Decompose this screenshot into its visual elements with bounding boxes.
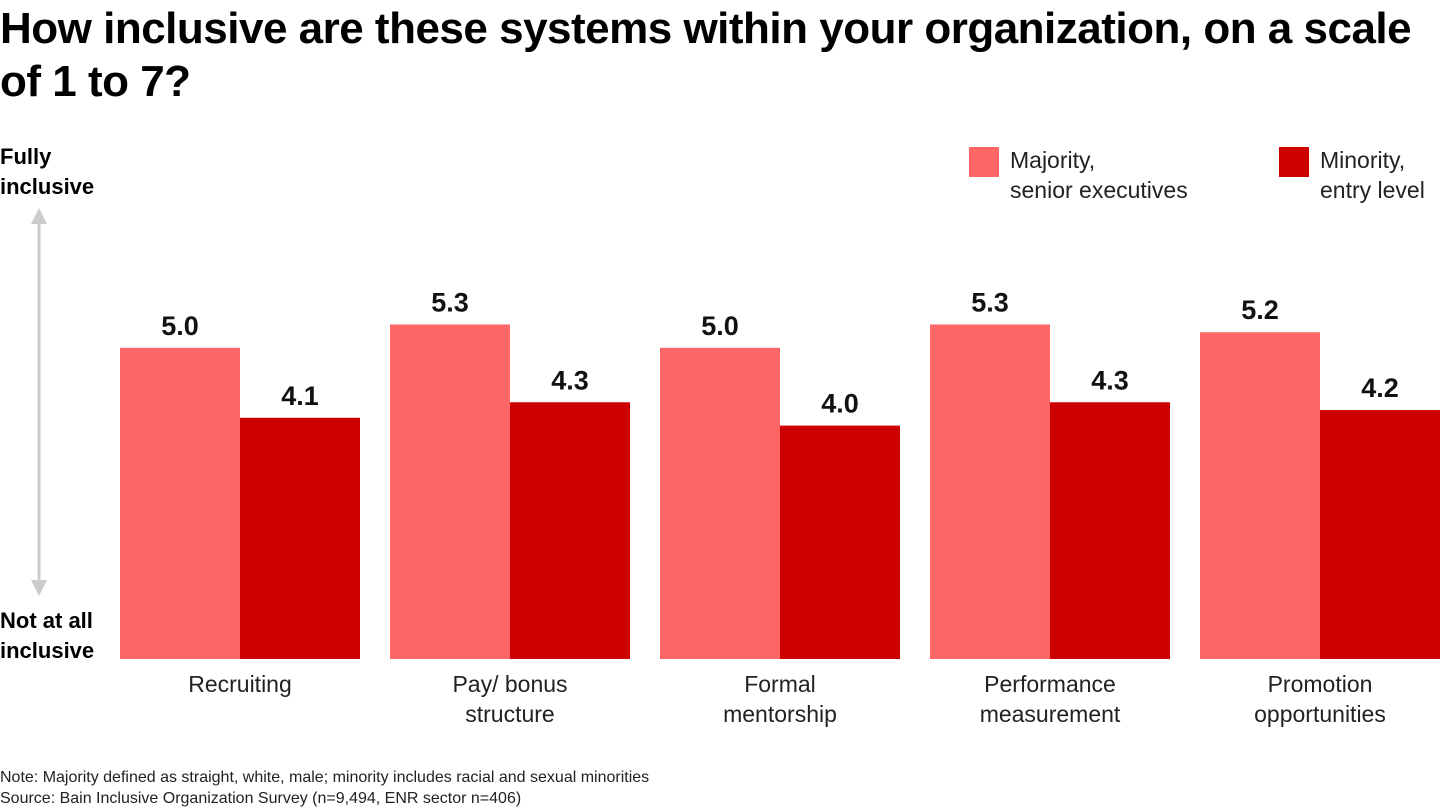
bar-majority-4 [930, 324, 1050, 659]
bar-minority-1 [240, 417, 360, 659]
bar-majority-3 [660, 347, 780, 659]
data-label-majority-1: 5.0 [161, 311, 199, 341]
bar-majority-5 [1200, 332, 1320, 659]
data-label-minority-4: 4.3 [1091, 365, 1129, 395]
data-label-majority-5: 5.2 [1241, 295, 1279, 325]
footnote-source: Source: Bain Inclusive Organization Surv… [0, 790, 522, 807]
legend-swatch-majority [969, 147, 999, 177]
legend-item-majority: Majority, senior executives [969, 145, 1229, 205]
bar-majority-2 [390, 324, 510, 659]
y-axis-arrow-down-head [31, 580, 47, 596]
category-label-3: Formal mentorship [723, 671, 837, 727]
data-label-minority-2: 4.3 [551, 365, 589, 395]
category-label-4: Performance measurement [980, 671, 1121, 727]
y-axis-arrow-up-head [31, 208, 47, 224]
bar-minority-3 [780, 425, 900, 659]
bar-minority-5 [1320, 410, 1440, 659]
data-label-minority-3: 4.0 [821, 389, 859, 419]
legend-label-majority: Majority, senior executives [1010, 147, 1188, 203]
data-label-minority-1: 4.1 [281, 381, 319, 411]
legend-swatch-minority [1279, 147, 1309, 177]
legend-item-minority: Minority, entry level [1279, 145, 1440, 205]
bar-minority-4 [1050, 402, 1170, 659]
data-label-majority-3: 5.0 [701, 311, 739, 341]
data-label-minority-5: 4.2 [1361, 373, 1399, 403]
bar-majority-1 [120, 347, 240, 659]
legend-label-minority: Minority, entry level [1320, 147, 1425, 203]
chart-title: How inclusive are these systems within y… [0, 4, 1412, 106]
y-axis-bottom-label: Not at all inclusive [0, 608, 95, 663]
bar-minority-2 [510, 402, 630, 659]
data-label-majority-4: 5.3 [971, 287, 1009, 317]
y-axis-top-label: Fully inclusive [0, 144, 95, 199]
category-label-5: Promotion opportunities [1254, 671, 1386, 727]
category-label-2: Pay/ bonus structure [452, 671, 567, 727]
data-label-majority-2: 5.3 [431, 287, 469, 317]
category-label-1: Recruiting [188, 671, 292, 697]
footnote-note: Note: Majority defined as straight, whit… [0, 769, 650, 786]
